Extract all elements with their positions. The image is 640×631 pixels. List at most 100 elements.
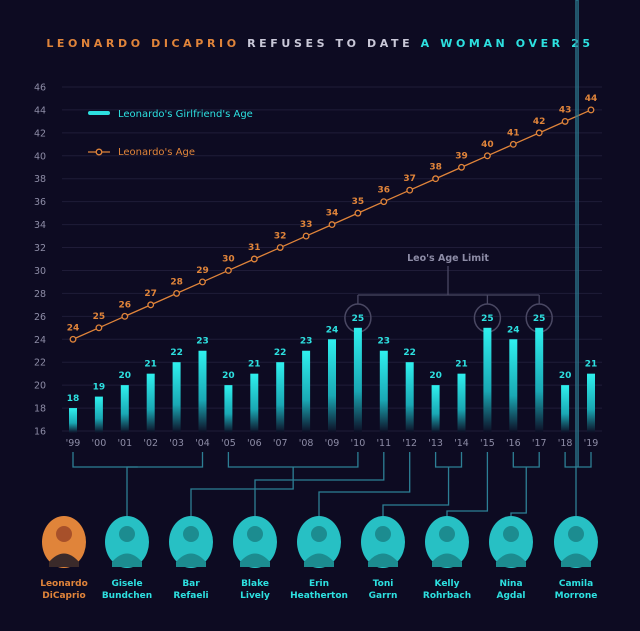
face-icon [311,526,327,542]
face-icon [568,526,584,542]
person-last-name: DiCaprio [42,591,85,601]
y-tick-label: 28 [34,289,46,300]
person-last-name: Refaeli [173,591,208,601]
leo-age-label: 33 [300,220,313,230]
face-icon [503,526,519,542]
person-last-name: Morrone [555,591,598,601]
leo-age-label: 25 [93,312,106,322]
connector-line [382,467,450,516]
bar [172,362,181,433]
person-first-name: Bar [182,579,200,589]
person-first-name: Nina [499,579,522,589]
face-icon [439,526,455,542]
leo-age-point [147,301,155,309]
bar [483,327,492,433]
legend-line-label: Leonardo's Age [118,147,195,158]
bar [250,373,259,433]
leo-age-point [458,163,465,171]
face-icon [56,526,72,542]
bar [198,350,207,433]
leo-age-label: 34 [326,209,339,219]
leo-age-point [483,152,491,160]
age-limit-label: Leo's Age Limit [407,253,489,264]
bar-value-label: 21 [455,360,468,370]
leo-age-label: 38 [429,163,442,173]
leo-age-label: 32 [274,232,287,242]
person-first-name: Blake [241,579,269,589]
bar [431,385,440,433]
face-icon [375,526,391,542]
leo-age-point [535,129,543,137]
connector-line [72,452,204,468]
y-tick-label: 30 [34,266,46,277]
x-tick-label: '11 [376,438,391,449]
person-first-name: Camila [559,579,593,589]
shoulders-icon [368,553,398,567]
shoulders-icon [304,553,334,567]
y-tick-label: 38 [34,174,46,185]
age-limit-annotation: Leo's Age Limit [344,253,553,333]
shoulders-icon [561,553,591,567]
leo-age-label: 39 [455,151,468,161]
y-tick-label: 42 [34,128,46,139]
bar [353,327,362,433]
bar [146,373,155,433]
leo-age-label: 30 [222,254,235,264]
bar-value-label: 19 [93,383,106,393]
bar-value-label: 24 [507,325,520,335]
connector-line [227,452,359,468]
person-last-name: Lively [240,591,270,601]
y-tick-label: 22 [34,358,46,369]
legend-bar-label: Leonardo's Girlfriend's Age [118,109,253,120]
leo-age-point [276,244,284,251]
people-row: Leonardo DiCaprio Gisele Bundchen Bar Refaeli… [40,516,598,601]
bar [328,339,336,433]
leo-age-label: 37 [403,174,416,184]
title-part-2: REFUSES TO DATE [240,37,421,50]
y-tick-label: 20 [34,381,46,392]
connector-line [254,452,385,516]
face-icon [247,526,263,542]
title-part-1: LEONARDO DICAPRIO [46,37,239,50]
leo-age-point [121,312,129,320]
leo-age-point [224,267,232,274]
leo-age-point [432,175,440,183]
bar-value-label: 20 [119,371,132,381]
x-tick-label: '10 [351,438,366,449]
person-last-name: Heatherton [290,591,348,601]
bar [302,350,311,433]
person-first-name: Kelly [435,579,460,589]
bar-value-label: 23 [378,337,391,347]
person-first-name: Erin [309,579,329,589]
bar-value-label: 23 [196,337,209,347]
leo-age-point [250,255,258,263]
connector-line [512,452,540,468]
x-tick-label: '05 [221,438,236,449]
shoulders-icon [112,553,142,567]
x-tick-label: '19 [584,438,599,449]
leo-age-label: 27 [144,289,157,299]
x-tick-label: '08 [299,438,314,449]
x-tick-label: '00 [92,438,107,449]
x-tick-label: '14 [454,438,469,449]
leo-age-point [95,324,103,332]
bar [120,385,129,433]
bar-value-label: 25 [352,314,365,324]
x-tick-label: '09 [325,438,340,449]
bar [379,350,388,433]
bar [509,339,518,433]
shoulders-icon [240,553,270,567]
person-last-name: Bundchen [102,591,152,601]
shoulders-icon [496,553,526,567]
leo-age-point [406,186,414,194]
legend: Leonardo's Girlfriend's Age Leonardo's A… [88,109,253,158]
bar-value-label: 18 [67,394,80,404]
person-first-name: Toni [373,579,394,589]
x-tick-label: '01 [117,438,132,449]
x-tick-label: '06 [247,438,262,449]
y-tick-label: 34 [34,220,46,231]
leo-age-label: 36 [378,186,391,196]
leo-age-line: 24 25 26 27 28 29 30 31 32 33 34 35 36 37 38 39 40 41 42 43… [67,94,597,343]
bar-value-label: 21 [248,360,261,370]
